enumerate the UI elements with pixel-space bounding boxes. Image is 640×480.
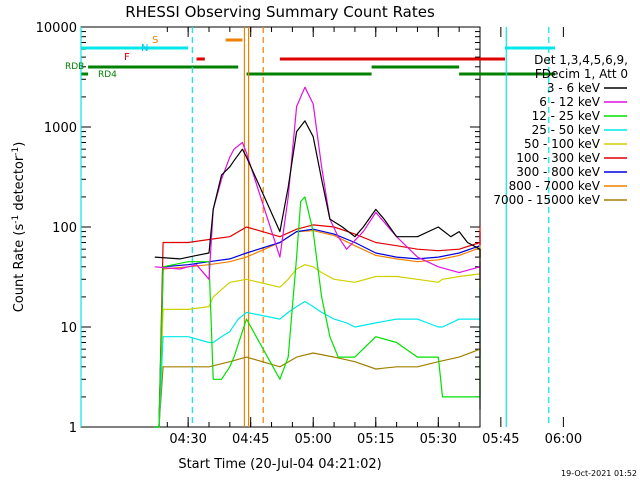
flag-s-label: S — [152, 35, 158, 46]
series-line-3-6-kev — [154, 120, 481, 410]
legend-label: 50 - 100 keV — [524, 137, 601, 151]
date-stamp: 19-Oct-2021 01:52 — [561, 469, 637, 478]
y-tick-label: 1000 — [44, 121, 77, 136]
legend-header-2: FDecim 1, Att 0 — [535, 67, 628, 81]
x-tick-label: 05:30 — [420, 432, 457, 447]
legend-label: 6 - 12 keV — [539, 95, 601, 109]
legend-label: 300 - 800 keV — [516, 165, 600, 179]
x-tick-label: 05:00 — [294, 432, 331, 447]
x-axis-label: Start Time (20-Jul-04 04:21:02) — [178, 457, 381, 472]
legend-label: 100 - 300 keV — [516, 151, 600, 165]
series-line-6-12-kev — [154, 86, 481, 280]
series-line-100-300-kev — [154, 224, 481, 428]
flag-rd4-label: RD4 — [98, 70, 117, 80]
flag-rdb-label: RDB — [65, 62, 84, 72]
legend-label: 25 - 50 keV — [532, 123, 601, 137]
y-tick-label: 100 — [52, 221, 77, 236]
flag-f-label: F — [124, 52, 130, 63]
series-line-300-800-kev — [154, 228, 481, 428]
legend-label: 800 - 7000 keV — [509, 179, 601, 193]
y-tick-label: 1 — [69, 421, 77, 436]
x-tick-label: 06:00 — [545, 432, 582, 447]
flag-n-label: N — [141, 43, 148, 54]
y-tick-label: 10000 — [36, 21, 77, 36]
x-tick-label: 05:45 — [482, 432, 519, 447]
y-axis-label: Count Rate (s-1 detector-1) — [11, 142, 27, 313]
x-tick-label: 04:45 — [232, 432, 269, 447]
y-tick-label: 10 — [60, 321, 77, 336]
legend-label: 3 - 6 keV — [547, 81, 601, 95]
legend-label: 7000 - 15000 keV — [493, 193, 600, 207]
legend-label: 12 - 25 keV — [532, 109, 601, 123]
legend-header-1: Det 1,3,4,5,6,9, — [534, 53, 628, 67]
series-line-25-50-kev — [154, 286, 481, 428]
series-line-7000-15000-kev — [154, 331, 481, 428]
x-tick-label: 05:15 — [357, 432, 394, 447]
series-line-12-25-kev — [154, 196, 481, 428]
chart-title: RHESSI Observing Summary Count Rates — [125, 3, 435, 21]
x-tick-label: 04:30 — [169, 432, 206, 447]
